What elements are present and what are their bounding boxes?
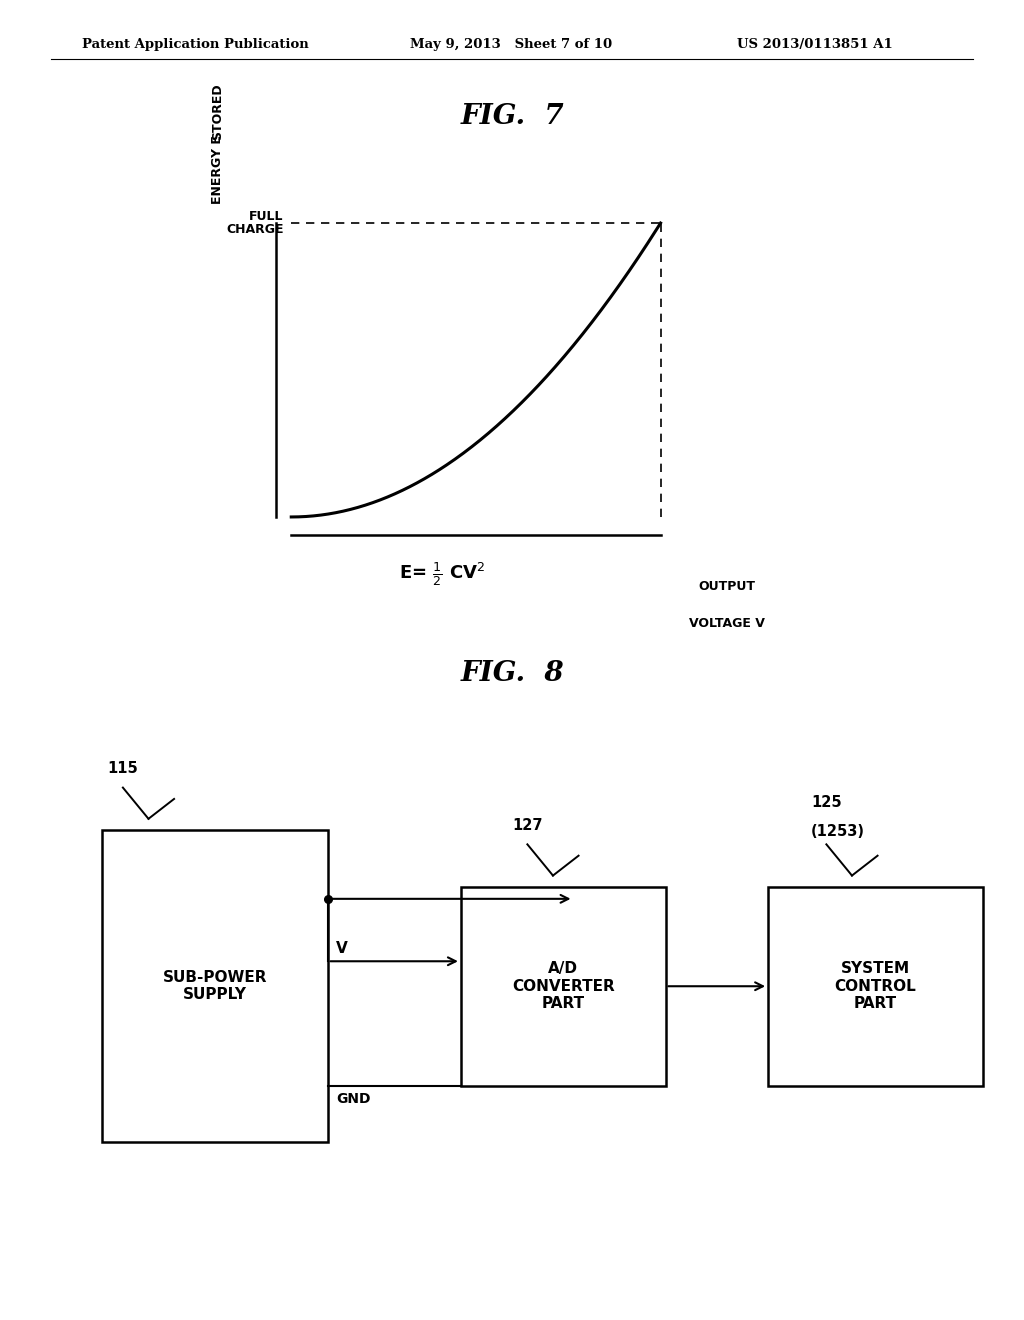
Text: SUB-POWER
SUPPLY: SUB-POWER SUPPLY [163, 970, 267, 1002]
Text: ENERGY E: ENERGY E [211, 135, 224, 203]
Text: 115: 115 [108, 762, 138, 776]
Text: (1253): (1253) [811, 824, 865, 838]
Text: SYSTEM
CONTROL
PART: SYSTEM CONTROL PART [835, 961, 916, 1011]
Text: CHARGE: CHARGE [226, 223, 284, 236]
Bar [102, 830, 328, 1142]
Text: May 9, 2013   Sheet 7 of 10: May 9, 2013 Sheet 7 of 10 [410, 38, 611, 51]
Bar [768, 887, 983, 1085]
Text: 125: 125 [811, 796, 842, 810]
Text: VOLTAGE V: VOLTAGE V [689, 618, 765, 631]
Text: FIG.  8: FIG. 8 [460, 660, 564, 686]
Text: US 2013/0113851 A1: US 2013/0113851 A1 [737, 38, 893, 51]
Bar [461, 887, 666, 1085]
Text: A/D
CONVERTER
PART: A/D CONVERTER PART [512, 961, 614, 1011]
Text: 127: 127 [512, 818, 543, 833]
Text: Patent Application Publication: Patent Application Publication [82, 38, 308, 51]
Text: OUTPUT: OUTPUT [698, 579, 756, 593]
Text: STORED: STORED [211, 83, 224, 140]
Text: V: V [336, 941, 347, 956]
Text: GND: GND [336, 1092, 371, 1106]
Text: FULL: FULL [250, 210, 284, 223]
Text: FIG.  7: FIG. 7 [460, 103, 564, 129]
Text: E= $\frac{1}{2}$ CV$^2$: E= $\frac{1}{2}$ CV$^2$ [399, 560, 485, 589]
